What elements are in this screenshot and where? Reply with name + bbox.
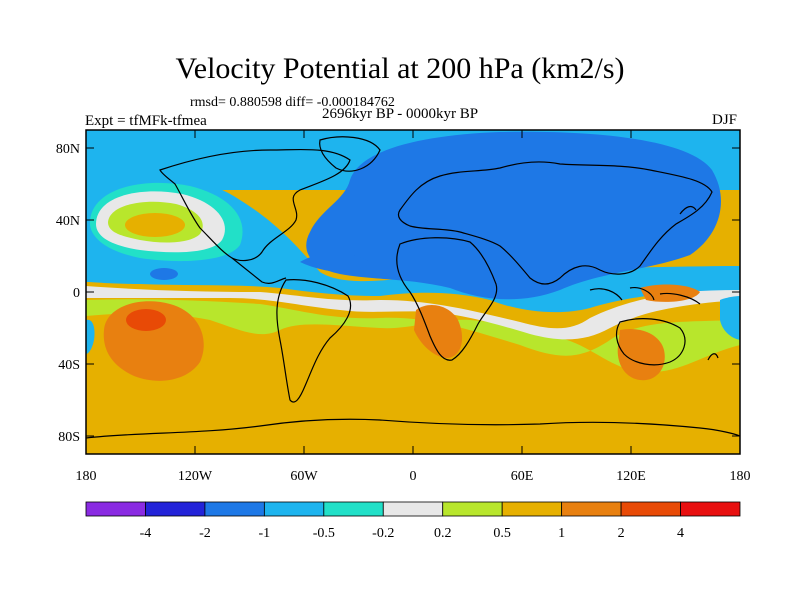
contour-west-edge xyxy=(86,319,95,354)
experiment-label: Expt = tfMFk-tfmea xyxy=(85,113,207,129)
contour-orange-africa xyxy=(414,305,463,358)
lat-tick-label: 0 xyxy=(73,286,80,301)
colorbar-swatch xyxy=(561,501,622,517)
coastline-central-america xyxy=(231,257,287,284)
colorbar-swatch xyxy=(145,501,206,517)
season-label: DJF xyxy=(712,112,738,128)
colorbar-label: -0.2 xyxy=(372,526,394,541)
contour-negative-eurasia xyxy=(306,131,721,300)
colorbar-swatch xyxy=(442,501,503,517)
stats-line: rmsd= 0.880598 diff= -0.000184762 xyxy=(190,95,395,110)
colorbar-swatch xyxy=(323,501,384,517)
lon-tick-label: 0 xyxy=(410,469,417,484)
colorbar-swatch xyxy=(204,501,265,517)
lat-tick-label: 40N xyxy=(56,214,80,229)
colorbar-label: -4 xyxy=(140,526,152,541)
colorbar-label: 0.5 xyxy=(493,526,511,541)
map-field xyxy=(86,130,740,454)
contour-negative-small xyxy=(150,268,178,280)
colorbar-swatch xyxy=(263,501,325,517)
contour-negative-atlantic xyxy=(300,253,370,272)
colorbar-swatch xyxy=(382,501,444,517)
contour-high-center-1 xyxy=(125,213,185,237)
colorbar-swatch xyxy=(85,501,146,517)
coastline-north-america xyxy=(159,148,351,262)
coastline-europe xyxy=(397,161,713,285)
coastline-africa xyxy=(396,237,498,361)
colorbar-label: 0.2 xyxy=(434,526,452,541)
coastline-new-zealand xyxy=(707,353,719,361)
colorbar-swatch xyxy=(501,501,563,517)
colorbar-label: -1 xyxy=(259,526,271,541)
chart-title: Velocity Potential at 200 hPa (km2/s) xyxy=(175,52,625,85)
contour-east-edge xyxy=(720,296,740,340)
colorbar-label: 4 xyxy=(677,526,684,541)
lon-tick-label: 180 xyxy=(76,469,97,484)
colorbar-label: -0.5 xyxy=(313,526,335,541)
period-label: 2696kyr BP - 0000kyr BP xyxy=(322,106,479,122)
colorbar-swatch xyxy=(680,501,741,517)
lon-tick-label: 180 xyxy=(730,469,751,484)
colorbar-label: 1 xyxy=(558,526,565,541)
coastlines xyxy=(86,136,740,439)
colorbar: -4 -2 -1 -0.5 -0.2 0.2 0.5 1 2 4 xyxy=(85,501,741,541)
contour-red-pacific xyxy=(126,309,166,331)
coastline-south-america xyxy=(276,279,352,403)
colorbar-swatch xyxy=(620,501,681,517)
contour-near-zero-band xyxy=(86,286,740,340)
coastline-maritime-continent xyxy=(589,287,701,305)
lon-tick-label: 60W xyxy=(290,469,318,484)
lat-tick-label: 80N xyxy=(56,142,80,157)
coastline-japan xyxy=(679,205,697,215)
coastline-antarctica xyxy=(86,418,740,439)
colorbar-label: 2 xyxy=(618,526,625,541)
lat-tick-label: 80S xyxy=(58,430,80,445)
colorbar-label: -2 xyxy=(199,526,211,541)
contour-orange-australia xyxy=(617,328,665,381)
axis-ticks: 80N 40N 0 40S 80S 180 120W 60W 0 60E 120E 180 xyxy=(56,130,751,484)
lon-tick-label: 120W xyxy=(178,469,213,484)
coastline-australia xyxy=(615,318,686,366)
lon-tick-label: 120E xyxy=(616,469,646,484)
contour-0.5-band xyxy=(86,299,740,373)
lat-tick-label: 40S xyxy=(58,358,80,373)
coastline-greenland xyxy=(319,136,381,172)
lon-tick-label: 60E xyxy=(511,469,534,484)
